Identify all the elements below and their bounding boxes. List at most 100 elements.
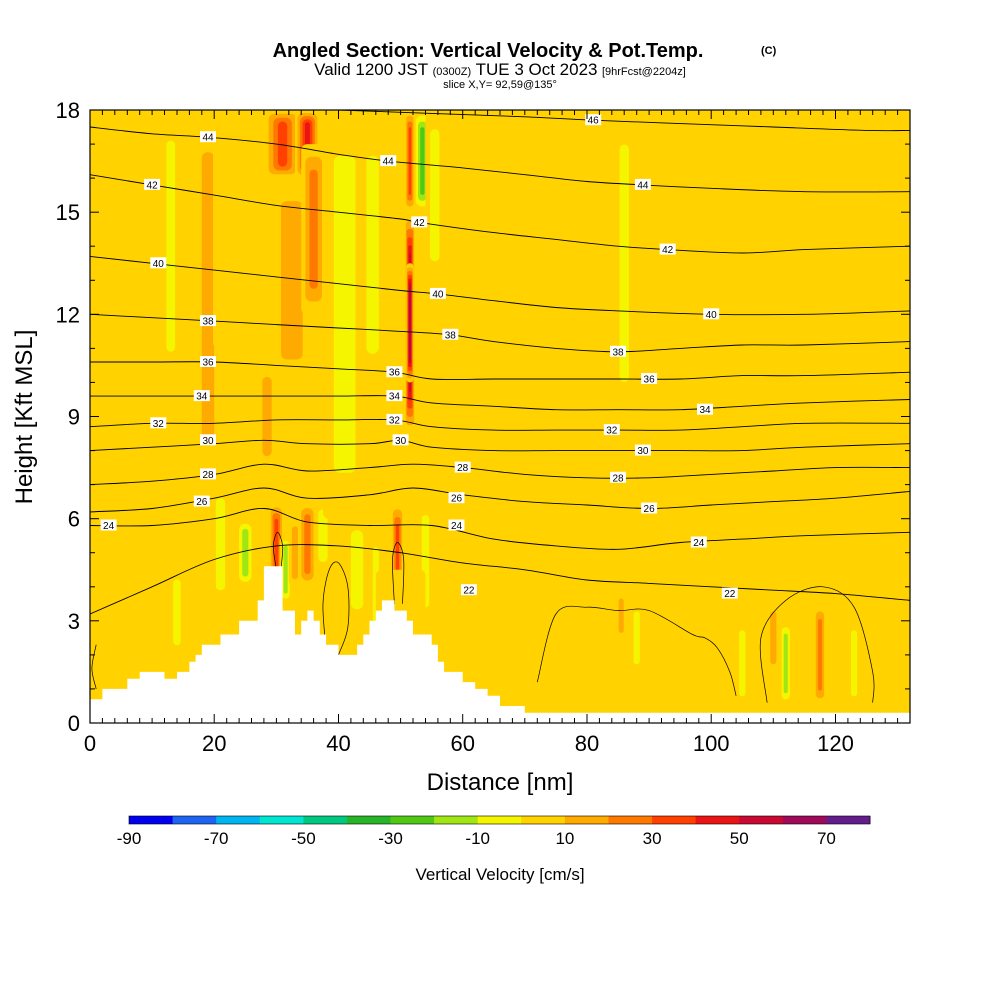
contour-label: 32 (153, 419, 165, 430)
colorbar-tick-label: 70 (817, 829, 836, 848)
contour-label-box (721, 587, 738, 599)
colorbar-tick-label: 10 (555, 829, 574, 848)
colorbar-swatch (521, 816, 566, 824)
contour-label-box (703, 308, 720, 320)
chart-title-mark: (C) (761, 45, 777, 57)
velocity-feature (263, 110, 302, 179)
colorbar-swatch (303, 816, 348, 824)
velocity-feature (232, 110, 252, 349)
colorbar-label: Vertical Velocity [cm/s] (415, 865, 584, 884)
velocity-band (213, 110, 228, 349)
contour-label-box (193, 390, 210, 402)
colorbar-swatch (259, 816, 304, 824)
velocity-band (618, 598, 624, 633)
velocity-feature (288, 518, 302, 587)
contour-label: 36 (644, 375, 656, 386)
velocity-band (220, 416, 246, 485)
contour-label-box (429, 287, 446, 299)
slice-info: slice X,Y= 92,59@135° (443, 79, 557, 91)
contour-label: 42 (662, 245, 674, 256)
contour-label-box (641, 373, 658, 384)
theta-contour-line (90, 439, 910, 452)
velocity-feature (437, 518, 451, 587)
velocity-feature (767, 603, 780, 672)
velocity-band (430, 129, 440, 262)
velocity-feature (257, 365, 277, 468)
velocity-band (201, 152, 215, 443)
contour-label-box (610, 471, 626, 483)
tick-marks (89, 109, 911, 724)
contour-label: 46 (588, 116, 600, 127)
colorbar-tick-label: 50 (730, 829, 749, 848)
contour-label: 28 (612, 473, 624, 484)
colorbar-tick-label: -90 (117, 829, 142, 848)
colorbar-swatch (129, 816, 174, 824)
contour-label-box (392, 434, 409, 446)
y-tick-label: 12 (56, 302, 80, 327)
contour-label: 36 (389, 368, 401, 379)
velocity-feature (405, 110, 415, 213)
theta-contour-line (90, 174, 910, 254)
contour-label: 38 (202, 317, 214, 328)
colorbar-swatch (390, 816, 435, 824)
velocity-feature (301, 144, 326, 315)
velocity-feature (344, 518, 370, 621)
velocity-band (891, 535, 910, 706)
velocity-band (309, 169, 318, 289)
x-tick-label: 100 (693, 731, 730, 756)
contour-label-box (144, 178, 161, 190)
velocity-zero-contour (392, 542, 405, 604)
contour-label-box (603, 424, 620, 436)
velocity-feature (213, 110, 228, 349)
velocity-band (232, 110, 252, 349)
velocity-zero-contour (759, 586, 875, 703)
x-tick-label: 120 (817, 731, 854, 756)
contour-label: 24 (451, 521, 463, 532)
contour-label: 30 (395, 436, 407, 447)
contour-label: 28 (202, 470, 214, 481)
velocity-feature (616, 593, 627, 638)
x-axis-label: Distance [nm] (427, 769, 574, 796)
colorbar-swatch (826, 816, 871, 824)
velocity-band (291, 526, 299, 580)
contour-label-box (460, 584, 477, 596)
velocity-band (619, 144, 629, 382)
contour-label-box (411, 216, 428, 228)
velocity-band (770, 611, 777, 665)
contour-label: 44 (202, 133, 214, 144)
theta-contour-line (90, 544, 910, 615)
contour-label-box (448, 519, 465, 531)
velocity-feature (360, 127, 385, 383)
contour-label-box (697, 403, 713, 415)
contour-label-box (386, 413, 403, 425)
colorbar-tick-label: -10 (465, 829, 490, 848)
chart-subtitle: Valid 1200 JST (0300Z) TUE 3 Oct 2023 [9… (314, 60, 686, 79)
y-tick-label: 3 (68, 609, 80, 634)
theta-contour-line (90, 255, 910, 316)
contour-label: 30 (202, 436, 214, 447)
contour-label: 34 (699, 405, 711, 416)
velocity-feature (90, 110, 128, 723)
velocity-zero-contour (322, 561, 350, 656)
colorbar-swatch (782, 816, 827, 824)
colorbar: -90 -70 -50 -30 -10 10 30 50 70 (117, 815, 871, 848)
velocity-band (408, 127, 412, 195)
contour-label-box (386, 366, 403, 378)
velocity-band (366, 155, 379, 354)
velocity-band (633, 611, 640, 665)
y-tick-label: 0 (68, 711, 80, 736)
colorbar-swatch (652, 816, 697, 824)
contour-label: 44 (383, 157, 395, 168)
contour-label: 40 (432, 289, 444, 300)
subtitle-date: TUE 3 Oct 2023 (476, 60, 598, 79)
velocity-band (512, 620, 612, 706)
velocity-feature (236, 518, 255, 587)
contour-label: 24 (693, 538, 705, 549)
contour-label-box (200, 468, 216, 480)
colorbar-swatch (608, 816, 653, 824)
contour-label-box (610, 345, 626, 357)
velocity-feature (779, 620, 792, 706)
contour-label: 40 (153, 259, 165, 270)
